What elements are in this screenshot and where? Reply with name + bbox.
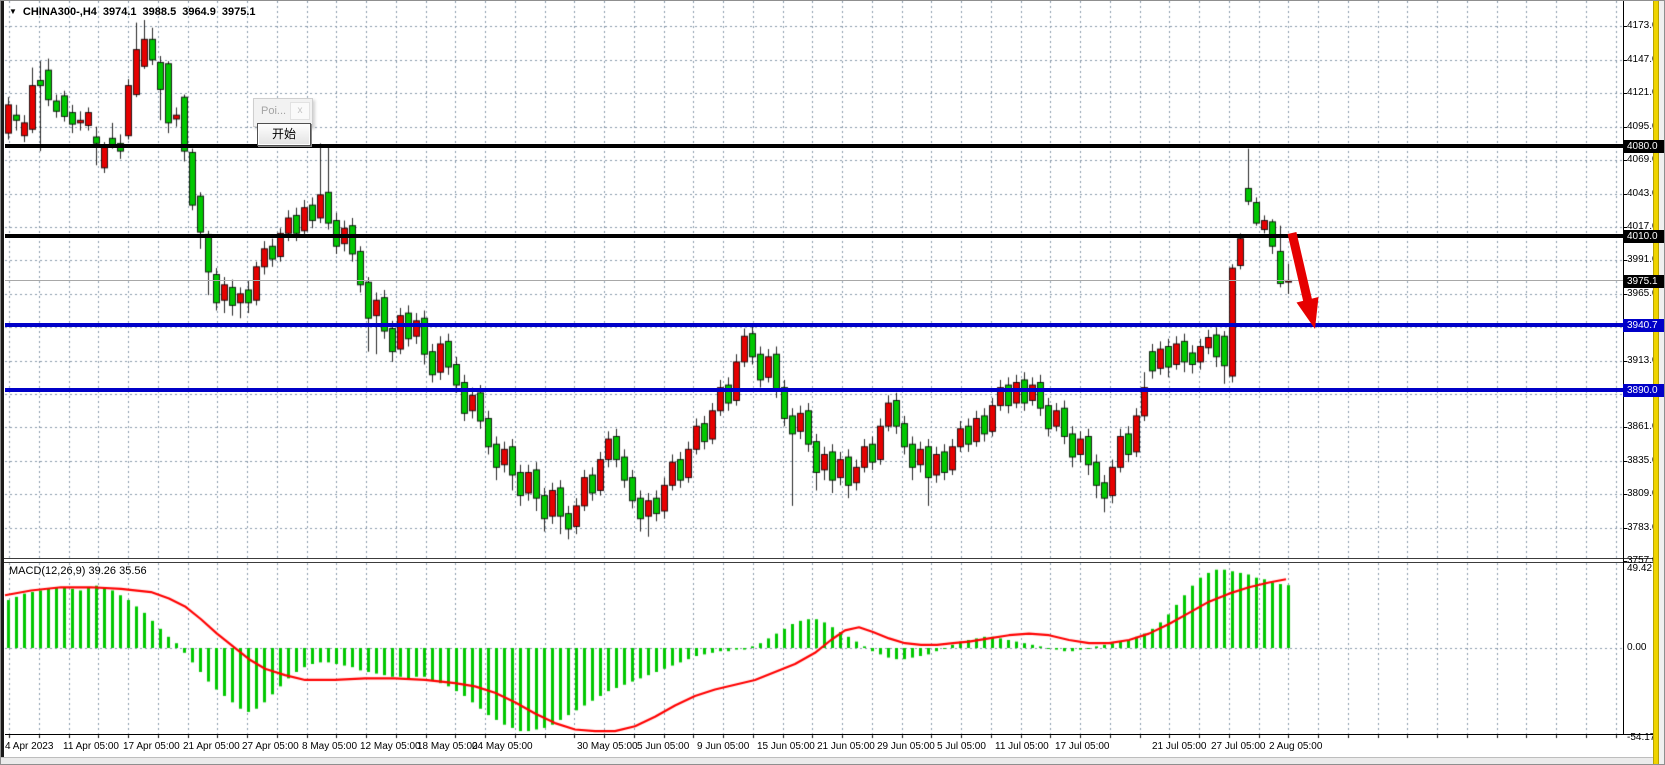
time-axis-label: 9 Jun 05:00 bbox=[697, 741, 750, 752]
price-marker-3890.0: 3890.0 bbox=[1623, 384, 1664, 397]
price-axis-label: 3991.0 bbox=[1627, 254, 1658, 265]
macd-indicator-label: MACD(12,26,9) 39.26 35.56 bbox=[9, 565, 147, 577]
price-axis-label: 4017.0 bbox=[1627, 221, 1658, 232]
price-marker-3975.1: 3975.1 bbox=[1623, 275, 1664, 288]
price-axis-tick bbox=[1623, 260, 1627, 261]
price-axis-tick bbox=[1623, 93, 1627, 94]
price-axis-label: 3783.0 bbox=[1627, 522, 1658, 533]
time-axis-label: 11 Apr 05:00 bbox=[63, 741, 119, 752]
time-axis-label: 21 Jun 05:00 bbox=[817, 741, 875, 752]
price-axis-tick bbox=[1623, 294, 1627, 295]
open-value: 3974.1 bbox=[102, 6, 137, 18]
price-axis-tick bbox=[1623, 194, 1627, 195]
yellow-marker-strip bbox=[1653, 1, 1659, 764]
window-right-edge bbox=[1659, 1, 1664, 764]
down-arrow-annotation[interactable] bbox=[1286, 226, 1328, 338]
time-axis-label: 18 May 05:00 bbox=[417, 741, 478, 752]
price-axis-label: 4095.0 bbox=[1627, 121, 1658, 132]
macd-axis-label: -54.17 bbox=[1627, 732, 1656, 743]
price-axis-tick bbox=[1623, 60, 1627, 61]
horizontal-line-4080.0[interactable] bbox=[5, 144, 1623, 148]
price-axis-label: 4069.0 bbox=[1627, 154, 1658, 165]
price-axis-tick bbox=[1623, 361, 1627, 362]
time-axis-label: 21 Apr 05:00 bbox=[183, 741, 240, 752]
price-axis-label: 4121.0 bbox=[1627, 87, 1658, 98]
time-axis-label: 5 Jun 05:00 bbox=[637, 741, 690, 752]
price-marker-4010.0: 4010.0 bbox=[1623, 230, 1664, 243]
time-axis-label: 24 May 05:00 bbox=[472, 741, 533, 752]
time-axis-label: 17 Apr 05:00 bbox=[123, 741, 180, 752]
panel-splitter[interactable] bbox=[1, 558, 1654, 563]
start-button[interactable]: 开始 bbox=[257, 123, 311, 146]
price-axis-label: 3809.0 bbox=[1627, 488, 1658, 499]
price-axis-tick bbox=[1623, 494, 1627, 495]
horizontal-line-3975.1[interactable] bbox=[5, 280, 1623, 281]
time-axis-label: 2 Aug 05:00 bbox=[1269, 741, 1323, 752]
chart-title: ▼ CHINA300-,H4 3974.1 3988.5 3964.9 3975… bbox=[9, 5, 256, 19]
price-axis-label: 4173.0 bbox=[1627, 20, 1658, 31]
time-axis-label: 8 May 05:00 bbox=[302, 741, 358, 752]
macd-name: MACD(12,26,9) bbox=[9, 565, 86, 577]
time-axis-label: 11 Jul 05:00 bbox=[995, 741, 1049, 752]
low-value: 3964.9 bbox=[182, 6, 216, 18]
chevron-down-icon[interactable]: ▼ bbox=[9, 7, 17, 16]
price-axis-label: 4043.0 bbox=[1627, 188, 1658, 199]
price-axis-tick bbox=[1623, 160, 1627, 161]
macd-main-value: 39.26 bbox=[88, 565, 117, 577]
popup-window: Poi... x bbox=[253, 98, 313, 127]
window-bottom-strip bbox=[1, 757, 1664, 764]
price-axis-label: 3861.0 bbox=[1627, 421, 1658, 432]
time-axis-label: 30 May 05:00 bbox=[577, 741, 638, 752]
price-axis-tick bbox=[1623, 127, 1627, 128]
high-value: 3988.5 bbox=[142, 6, 177, 18]
price-axis-tick bbox=[1623, 561, 1627, 562]
macd-axis-label: 0.00 bbox=[1627, 642, 1647, 653]
price-marker-3940.7: 3940.7 bbox=[1623, 319, 1664, 332]
time-axis-border bbox=[5, 734, 1654, 735]
price-axis-tick bbox=[1623, 227, 1627, 228]
popup-title: Poi... bbox=[261, 105, 287, 117]
macd-signal-value: 35.56 bbox=[119, 565, 147, 577]
price-axis-tick bbox=[1623, 26, 1627, 27]
time-axis-label: 21 Jul 05:00 bbox=[1152, 741, 1207, 752]
horizontal-line-3940.7[interactable] bbox=[5, 323, 1623, 327]
time-axis-label: 12 May 05:00 bbox=[360, 741, 421, 752]
time-axis-label: 4 Apr 2023 bbox=[5, 741, 54, 752]
price-axis-label: 3965.0 bbox=[1627, 288, 1658, 299]
price-axis-tick bbox=[1623, 427, 1627, 428]
price-axis-border bbox=[1623, 1, 1624, 735]
price-axis-label: 3913.0 bbox=[1627, 355, 1658, 366]
time-axis-label: 17 Jul 05:00 bbox=[1055, 741, 1110, 752]
window-left-edge bbox=[1, 1, 4, 764]
price-axis-label: 3757.0 bbox=[1627, 555, 1658, 566]
time-axis-label: 5 Jul 05:00 bbox=[937, 741, 986, 752]
close-value: 3975.1 bbox=[221, 6, 256, 18]
horizontal-line-4010.0[interactable] bbox=[5, 234, 1623, 238]
price-axis-tick bbox=[1623, 461, 1627, 462]
time-axis-label: 27 Apr 05:00 bbox=[242, 741, 299, 752]
price-axis-label: 4147.0 bbox=[1627, 54, 1658, 65]
price-axis-label: 3835.0 bbox=[1627, 455, 1658, 466]
close-icon[interactable]: x bbox=[290, 102, 310, 120]
time-axis-label: 27 Jul 05:00 bbox=[1211, 741, 1266, 752]
price-marker-4080.0: 4080.0 bbox=[1623, 140, 1664, 153]
horizontal-line-3890.0[interactable] bbox=[5, 388, 1623, 392]
macd-axis-label: 49.42 bbox=[1627, 563, 1653, 574]
time-axis-label: 29 Jun 05:00 bbox=[877, 741, 935, 752]
symbol-period-label: CHINA300-,H4 bbox=[22, 6, 97, 18]
time-axis-label: 15 Jun 05:00 bbox=[757, 741, 815, 752]
price-axis-tick bbox=[1623, 528, 1627, 529]
